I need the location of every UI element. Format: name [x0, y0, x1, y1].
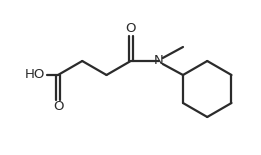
Text: HO: HO [25, 69, 45, 82]
Text: O: O [53, 100, 63, 113]
Text: N: N [154, 55, 164, 67]
Text: O: O [126, 22, 136, 35]
